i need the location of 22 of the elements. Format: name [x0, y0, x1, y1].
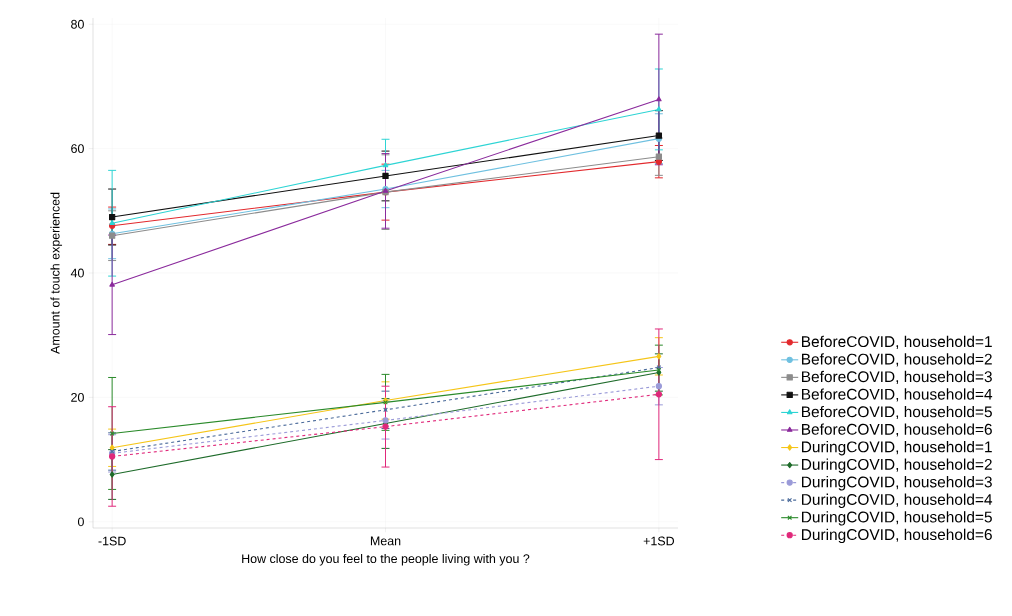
legend-label: BeforeCOVID, household=6: [802, 423, 992, 437]
y-tick-label: 60: [71, 144, 84, 154]
legend-label: BeforeCOVID, household=4: [802, 388, 993, 402]
legend-label: DuringCOVID, household=1: [802, 440, 992, 456]
y-axis-title: Amount of touch experienced: [50, 192, 63, 354]
legend-label: BeforeCOVID, household=1: [802, 335, 992, 349]
y-tick-label: 40: [70, 268, 84, 278]
y-tick-label: 20: [71, 392, 84, 402]
x-axis-title: How close do you feel to the people living with you ?: [242, 553, 530, 566]
legend-label: DuringCOVID, household=2: [802, 458, 992, 473]
x-tick-label: Mean: [370, 536, 401, 546]
legend-label: DuringCOVID, household=5: [802, 511, 992, 526]
legend-label: DuringCOVID, household=3: [802, 476, 992, 491]
legend-label: BeforeCOVID, household=3: [802, 370, 992, 384]
x-tick-label: -1SD: [98, 536, 126, 546]
legend-label: DuringCOVID, household=4: [802, 493, 993, 508]
legend-label: BeforeCOVID, household=2: [802, 353, 992, 367]
x-tick-label: +1SD: [643, 536, 675, 546]
y-tick-label: 80: [71, 19, 84, 29]
y-tick-label: 0: [77, 517, 84, 527]
legend-label: DuringCOVID, household=6: [802, 528, 992, 544]
legend-label: BeforeCOVID, household=5: [802, 405, 992, 420]
